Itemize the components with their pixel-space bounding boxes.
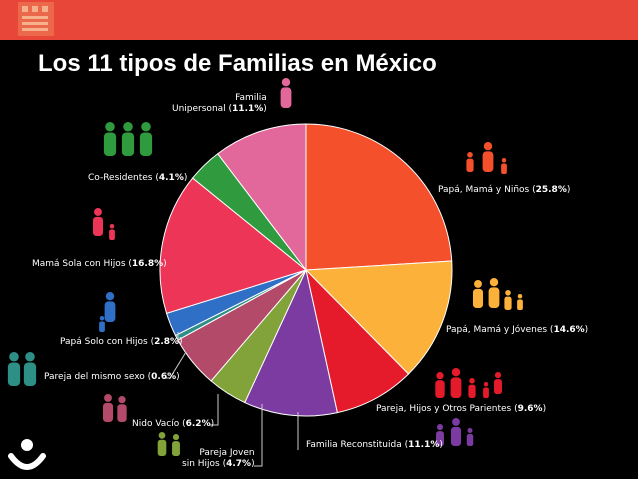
pie-slice-8 — [159, 177, 308, 314]
slice-name-6: Pareja del mismo sexo — [44, 372, 145, 382]
slice-pct-2: 9.6% — [517, 404, 543, 414]
slice-pct-3: 11.1% — [408, 440, 440, 450]
single-mother-icon — [92, 208, 115, 240]
family-extended-icon — [435, 368, 502, 398]
slice-pct-9: 4.1% — [158, 173, 184, 183]
co-residents-icon — [103, 122, 153, 156]
same-sex-couple-icon — [7, 352, 37, 386]
top-banner — [0, 0, 638, 40]
slice-label-6: Pareja del mismo sexo (0.6%) — [44, 372, 180, 382]
pie-slice-10 — [217, 123, 307, 272]
young-couple-icon — [157, 432, 180, 456]
empty-nest-couple-icon — [102, 394, 127, 422]
family-parents-youth-icon — [472, 278, 523, 310]
family-reconstituted-icon — [436, 418, 474, 446]
slice-pct-7: 2.8% — [154, 337, 180, 347]
slice-name-0: Papá, Mamá y Niños — [438, 185, 530, 195]
slice-name-2: Pareja, Hijos y Otros Parientes — [376, 404, 512, 414]
pie-slice-1 — [304, 260, 453, 375]
slice-name-1: Papá, Mamá y Jóvenes — [446, 325, 548, 335]
slice-pct-1: 14.6% — [553, 325, 585, 335]
slice-name-3: Familia Reconstituida — [306, 440, 402, 450]
slice-label-3: Familia Reconstituida (11.1%) — [306, 440, 443, 450]
pie-slice-3 — [244, 268, 338, 417]
slice-label-9: Co-Residentes (4.1%) — [88, 173, 188, 183]
family-parents-children-icon — [466, 142, 507, 174]
logo-emblem — [18, 2, 54, 36]
slice-pct-4: 4.7% — [226, 459, 252, 469]
slice-name-5: Nido Vacío — [132, 419, 180, 429]
pie-slice-2 — [305, 268, 410, 414]
slice-label-0: Papá, Mamá y Niños (25.8%) — [438, 185, 571, 195]
single-person-icon — [280, 78, 292, 108]
slice-name-9: Co-Residentes — [88, 173, 153, 183]
slice-name-10: Familia — [235, 93, 267, 103]
slice-pct-10: 11.1% — [232, 104, 264, 114]
slice-name-4: Pareja Joven — [199, 448, 255, 458]
slice-pct-8: 16.8% — [131, 259, 164, 269]
page-title: Los 11 tipos de Familias en México — [38, 50, 437, 77]
slice-label-10: Familia Unipersonal (11.1%) — [172, 93, 267, 114]
slice-pct-6: 0.6% — [151, 372, 177, 382]
slice-label-8: Mamá Sola con Hijos (16.8%) — [32, 259, 167, 269]
slice-label-1: Papá, Mamá y Jóvenes (14.6%) — [446, 325, 589, 335]
single-father-icon — [99, 292, 116, 332]
leader-line-5 — [210, 394, 219, 426]
slice-name-7: Papá Solo con Hijos — [60, 337, 148, 347]
brand-footer-icon — [8, 439, 46, 470]
slice-name-8: Mamá Sola con Hijos — [32, 259, 126, 269]
leader-line-6 — [164, 351, 187, 379]
slice-pct-5: 6.2% — [185, 419, 211, 429]
pie-slice-0 — [305, 123, 453, 271]
slice-label-5: Nido Vacío (6.2%) — [132, 419, 215, 429]
slice-label-4: Pareja Joven sin Hijos (4.7%) — [182, 448, 255, 469]
slice-label-7: Papá Solo con Hijos (2.8%) — [60, 337, 183, 347]
slice-pct-0: 25.8% — [535, 185, 567, 195]
slice-label-2: Pareja, Hijos y Otros Parientes (9.6%) — [376, 404, 547, 414]
leader-line-4 — [254, 404, 263, 467]
